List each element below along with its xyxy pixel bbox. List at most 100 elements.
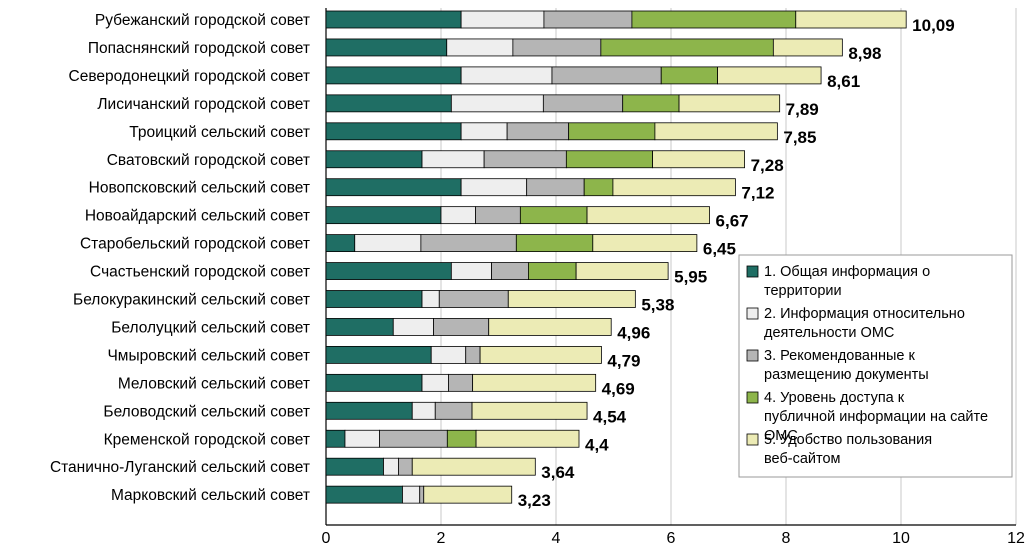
category-label: Белокуракинский сельский совет <box>73 292 310 309</box>
bar-segment-4 <box>568 122 656 141</box>
total-label: 5,38 <box>641 296 674 315</box>
bar-segment-1 <box>325 262 452 280</box>
total-label: 5,95 <box>674 268 707 287</box>
category-label: Белолуцкий сельский совет <box>111 319 310 336</box>
bar-segment-5 <box>795 10 907 29</box>
x-tick-label: 10 <box>892 530 910 545</box>
bar-segment-3 <box>465 345 481 364</box>
bar-segment-4 <box>446 429 477 448</box>
total-label: 4,54 <box>593 407 627 426</box>
legend-swatch <box>746 433 759 446</box>
total-label: 7,89 <box>786 100 819 119</box>
bar-segment-5 <box>475 429 580 448</box>
bar-segment-3 <box>483 150 567 169</box>
bar-segment-5 <box>772 38 843 57</box>
bar-segment-4 <box>583 178 614 197</box>
bar-segment-5 <box>507 290 636 308</box>
bar-segment-2 <box>383 457 399 476</box>
bar-segment-1 <box>325 457 384 476</box>
bar-segment-4 <box>660 66 718 85</box>
bar-segment-5 <box>575 262 669 280</box>
bar-segment-4 <box>631 10 797 29</box>
total-label: 4,96 <box>617 323 650 342</box>
category-label: Счастьенский городской совет <box>90 264 310 281</box>
category-label: Меловский сельский совет <box>118 375 310 392</box>
bar-segment-3 <box>420 234 517 253</box>
bar-segment-1 <box>325 318 394 336</box>
total-label: 4,4 <box>585 435 609 454</box>
bar-segment-1 <box>325 122 462 141</box>
total-label: 4,69 <box>602 379 635 398</box>
bar-segment-5 <box>717 66 822 85</box>
bar-segment-1 <box>325 178 462 197</box>
x-tick-label: 4 <box>552 530 561 545</box>
x-axis-ticks: 0 2 4 6 8 10 12 <box>322 530 1025 545</box>
bar-segment-4 <box>600 38 774 57</box>
x-tick-label: 6 <box>667 530 676 545</box>
bar-segment-3 <box>419 485 425 504</box>
category-label: Беловодский сельский совет <box>103 403 310 420</box>
bar-segment-5 <box>472 373 597 392</box>
bar-segment-3 <box>551 66 662 85</box>
category-label: Чмыровский сельский совет <box>107 347 310 364</box>
bar-segment-2 <box>344 429 380 448</box>
total-label: 7,28 <box>751 156 784 175</box>
bar-segment-2 <box>446 38 514 57</box>
bar-segment-2 <box>460 10 545 29</box>
category-label: Старобельский городской совет <box>80 236 310 253</box>
legend-label: 3. Рекомендованные к размещению документы <box>764 348 929 383</box>
bar-segment-1 <box>325 234 356 253</box>
bar-segment-5 <box>488 318 612 336</box>
bar-segment-2 <box>460 66 553 85</box>
x-tick-label: 8 <box>782 530 791 545</box>
x-tick-label: 2 <box>437 530 446 545</box>
category-label: Станично-Луганский сельский совет <box>50 459 310 476</box>
legend-label: 1. Общая информация о территории <box>764 264 930 299</box>
bar-segment-5 <box>479 345 602 364</box>
bar-segment-2 <box>450 262 493 280</box>
total-label: 3,64 <box>541 463 575 482</box>
bar-segment-5 <box>411 457 536 476</box>
bar-segment-5 <box>471 401 588 420</box>
bar-segment-2 <box>402 485 421 504</box>
category-labels: Рубежанский городской совет Попаснянский … <box>50 12 310 504</box>
legend-swatch <box>746 265 759 278</box>
bar-segment-3 <box>543 10 633 29</box>
bar-segment-4 <box>565 150 653 169</box>
bar-segment-2 <box>450 94 544 113</box>
bar-segment-5 <box>654 122 778 141</box>
bar-segment-2 <box>392 318 434 336</box>
legend-box <box>738 254 1013 478</box>
legend-swatch <box>746 307 759 320</box>
total-label: 4,79 <box>607 351 640 370</box>
bar-segment-1 <box>325 94 452 113</box>
total-label: 7,12 <box>741 184 774 203</box>
bar-segment-4 <box>519 206 588 225</box>
bar-segment-4 <box>622 94 680 113</box>
category-label: Попаснянский городской совет <box>88 40 310 57</box>
bar-segment-3 <box>506 122 570 141</box>
bar-segment-1 <box>325 345 432 364</box>
category-label: Рубежанский городской совет <box>95 12 310 29</box>
category-label: Кременской городской совет <box>104 431 310 448</box>
bar-segment-1 <box>325 290 423 308</box>
bar-segment-2 <box>421 373 449 392</box>
category-label: Марковский сельский совет <box>111 487 310 504</box>
total-labels: 10,09 8,98 8,61 7,89 7,85 7,28 7,12 6,67 6,45 5,9… <box>518 16 955 510</box>
bar-segment-3 <box>526 178 585 197</box>
bar-segment-1 <box>325 429 346 448</box>
category-label: Новопсковский сельский совет <box>89 180 310 197</box>
bar-segment-1 <box>325 10 462 29</box>
bar-segment-2 <box>460 178 528 197</box>
bar-segment-3 <box>448 373 474 392</box>
bar-segment-1 <box>325 485 403 504</box>
bar-segment-1 <box>325 150 423 169</box>
bar-segment-2 <box>411 401 436 420</box>
bar-segment-4 <box>528 262 577 280</box>
bar-segment-1 <box>325 401 413 420</box>
total-label: 6,45 <box>703 240 736 259</box>
legend-swatch <box>746 391 759 404</box>
total-label: 3,23 <box>518 491 551 510</box>
category-label: Троицкий сельский совет <box>129 124 310 141</box>
bar-segment-5 <box>652 150 745 169</box>
